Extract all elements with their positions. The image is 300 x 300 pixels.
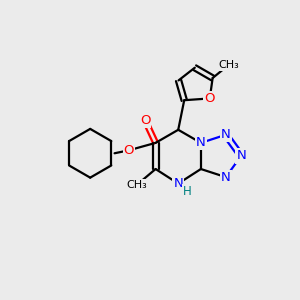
Text: O: O: [205, 92, 215, 105]
Text: N: N: [236, 149, 246, 162]
Text: N: N: [173, 177, 183, 190]
Text: CH₃: CH₃: [219, 60, 239, 70]
Text: H: H: [183, 184, 191, 197]
Text: O: O: [140, 114, 150, 127]
Text: O: O: [124, 144, 134, 157]
Text: N: N: [221, 171, 231, 184]
Text: N: N: [196, 136, 206, 149]
Text: N: N: [221, 128, 231, 141]
Text: CH₃: CH₃: [126, 180, 147, 190]
